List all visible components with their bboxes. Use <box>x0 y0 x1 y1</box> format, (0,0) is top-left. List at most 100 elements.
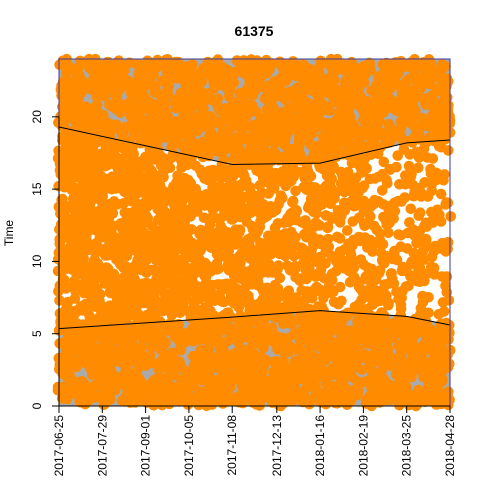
data-point <box>287 195 299 207</box>
plot-area <box>52 53 457 412</box>
data-point <box>107 208 119 219</box>
data-point <box>389 205 401 217</box>
data-point <box>105 394 116 405</box>
data-point <box>228 77 240 88</box>
data-point <box>442 145 454 156</box>
data-point <box>129 273 140 285</box>
data-point <box>358 77 370 88</box>
data-point <box>127 339 139 351</box>
data-point <box>328 161 340 173</box>
x-tick-label: 2018-01-16 <box>313 415 327 477</box>
data-point <box>162 89 174 101</box>
data-point <box>437 375 448 387</box>
data-point <box>306 139 317 151</box>
data-point <box>378 156 390 168</box>
data-point <box>326 173 338 184</box>
data-point <box>273 260 284 271</box>
data-point <box>148 400 159 411</box>
data-point <box>258 319 269 330</box>
data-point <box>212 93 224 104</box>
sunset-line <box>58 126 451 166</box>
data-point <box>406 371 417 383</box>
data-point <box>330 187 342 198</box>
data-point <box>76 136 87 148</box>
data-point <box>356 364 368 376</box>
data-point <box>392 364 404 375</box>
x-tick-label: 2017-07-29 <box>95 415 109 477</box>
data-point <box>223 245 235 256</box>
data-point <box>324 105 335 116</box>
data-point <box>423 292 434 303</box>
data-point <box>401 381 413 393</box>
data-point <box>442 76 454 87</box>
data-point <box>94 289 106 300</box>
data-point <box>160 337 171 349</box>
chart-title: 61375 <box>235 23 274 39</box>
data-point <box>381 174 392 186</box>
data-point <box>373 267 385 279</box>
data-point <box>269 138 281 150</box>
data-point <box>408 247 419 259</box>
data-point <box>212 54 224 65</box>
data-point <box>289 260 301 272</box>
data-point <box>322 233 334 245</box>
data-point <box>423 307 434 319</box>
data-point <box>414 207 426 218</box>
data-point <box>342 225 353 236</box>
data-point <box>376 364 388 376</box>
sunrise-line <box>58 310 451 330</box>
data-point <box>444 327 455 339</box>
data-point <box>290 232 301 243</box>
data-point <box>391 254 403 266</box>
x-tick-label: 2017-09-01 <box>139 415 153 477</box>
data-point <box>290 185 301 197</box>
data-point <box>304 340 316 352</box>
data-point <box>218 346 230 357</box>
x-tick-label: 2017-11-08 <box>225 415 239 476</box>
data-point <box>365 211 376 222</box>
data-point <box>144 349 156 361</box>
data-point <box>329 74 340 86</box>
data-point <box>113 84 125 96</box>
data-point <box>132 364 143 376</box>
data-point <box>403 280 414 292</box>
data-point <box>413 152 425 163</box>
y-axis: 0 5 10 15 20 <box>30 110 60 409</box>
data-point <box>350 123 362 134</box>
data-point <box>334 233 346 244</box>
data-point <box>311 387 322 399</box>
data-point <box>444 358 455 370</box>
data-point <box>249 305 260 317</box>
x-tick-label: 2017-06-25 <box>52 415 66 477</box>
data-point <box>294 149 306 161</box>
data-point <box>435 216 447 227</box>
y-axis-title: Time <box>2 220 16 247</box>
data-point <box>416 82 427 93</box>
data-point <box>322 221 334 232</box>
data-point <box>396 354 408 365</box>
data-point <box>294 140 305 151</box>
data-point <box>320 258 331 269</box>
data-point <box>278 355 290 367</box>
data-point <box>445 211 457 222</box>
data-point <box>277 192 288 204</box>
data-point <box>186 224 197 235</box>
data-point <box>115 107 126 118</box>
data-point <box>441 271 453 282</box>
x-tick-label: 2017-10-05 <box>182 415 196 477</box>
data-point <box>442 399 454 411</box>
data-point <box>377 239 389 250</box>
data-point <box>443 295 455 306</box>
x-tick-label: 2018-03-25 <box>400 415 414 477</box>
x-tick-label: 2017-12-13 <box>270 415 284 477</box>
data-point <box>334 281 346 293</box>
data-point <box>420 233 432 245</box>
data-point <box>291 205 303 217</box>
data-point <box>420 315 432 327</box>
data-point <box>425 57 437 68</box>
scatter-points <box>52 53 457 412</box>
data-point <box>438 306 450 317</box>
data-point <box>326 274 338 286</box>
data-point <box>365 64 377 76</box>
